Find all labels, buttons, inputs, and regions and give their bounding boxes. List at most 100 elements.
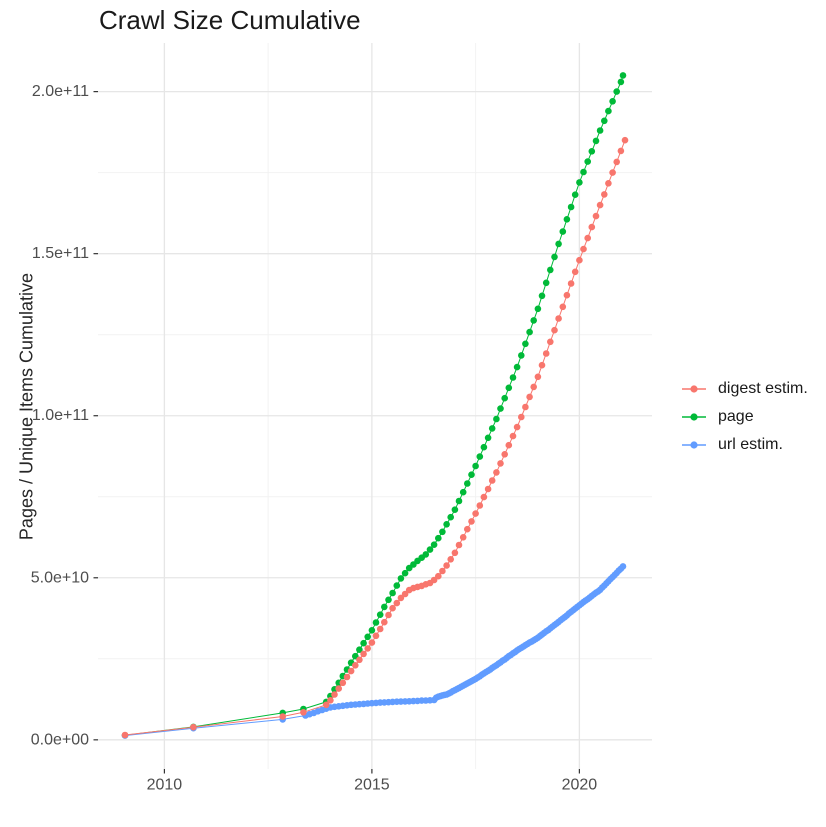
series-digest-estim-point: [596, 201, 604, 209]
series-page-point: [522, 340, 529, 348]
series-page-point: [389, 589, 396, 597]
series-page-point: [447, 513, 455, 521]
series-digest-estim-point: [190, 723, 197, 731]
series-digest-estim-point: [389, 604, 396, 612]
series-page-point: [613, 88, 620, 95]
series-digest-estim-point: [439, 567, 446, 575]
series-digest-estim-point: [605, 180, 612, 187]
series-digest-estim-point: [551, 326, 558, 334]
y-tick-label: 0.0e+00: [31, 731, 89, 748]
series-page-point: [368, 627, 376, 634]
series-digest-estim-point: [451, 549, 459, 557]
x-tick-label: 2020: [562, 776, 598, 793]
series-page-point: [480, 443, 488, 451]
series-page-point: [551, 253, 558, 261]
series-digest-estim-point: [397, 594, 405, 602]
series-digest-estim-point: [393, 599, 401, 607]
series-page-point: [571, 191, 579, 198]
series-page-point: [435, 534, 442, 542]
series-page-point: [468, 471, 475, 479]
series-digest-estim-point: [567, 280, 575, 287]
legend-key-point: [690, 412, 698, 421]
series-digest-estim-point: [580, 245, 587, 253]
series-digest-estim-point: [563, 291, 571, 299]
series-page-point: [459, 488, 467, 496]
series-digest-estim-point: [609, 169, 616, 176]
series-page-point: [364, 633, 372, 641]
series-digest-estim-point: [522, 403, 529, 411]
series-page-point: [439, 528, 446, 536]
series-page-point: [518, 352, 525, 359]
series-digest-estim-point: [542, 350, 550, 357]
series-page-point: [484, 434, 492, 442]
series-digest-estim-point: [530, 383, 537, 391]
chart-title: Crawl Size Cumulative: [99, 5, 361, 35]
series-page-point: [488, 425, 496, 432]
legend-item-url-estim: url estim.: [681, 435, 808, 454]
series-digest-estim-point: [505, 441, 513, 449]
series-page-point: [609, 98, 616, 105]
series-digest-estim-point: [555, 315, 562, 322]
series-page-point: [397, 575, 405, 582]
legend-key-point: [690, 384, 698, 393]
series-page-point: [381, 603, 388, 611]
series-digest-estim-point: [509, 432, 517, 440]
series-digest-estim-point: [484, 485, 492, 493]
series-digest-estim-point: [488, 477, 496, 484]
series-digest-estim-point: [501, 451, 509, 458]
series-page-point: [592, 137, 600, 145]
series-page-point: [497, 405, 504, 412]
series-page-point: [526, 328, 533, 336]
series-page-point: [464, 480, 471, 487]
series-digest-estim-line: [124, 140, 626, 736]
legend-item-label: url estim.: [718, 435, 783, 453]
legend: digest estim. page url estim.: [681, 379, 808, 454]
series-page-point: [472, 462, 479, 470]
series-digest-estim-point: [459, 534, 467, 541]
series-digest-estim-point: [356, 656, 363, 664]
series-digest-estim-point: [343, 673, 351, 681]
x-tick-label: 2010: [147, 776, 183, 793]
series-page-point: [617, 78, 625, 86]
series-digest-estim-point: [497, 460, 504, 467]
series-page-point: [605, 107, 612, 115]
series-digest-estim-point: [300, 709, 307, 716]
series-page-point: [372, 619, 380, 626]
x-tick-label: 2015: [354, 776, 390, 793]
series-digest-estim-point: [376, 625, 384, 633]
series-page-point: [588, 148, 596, 155]
series-digest-estim-point: [480, 493, 488, 501]
series-page-point: [547, 266, 554, 274]
series-page-point: [576, 179, 583, 186]
series-page-point: [555, 240, 562, 248]
series-digest-estim-point: [381, 618, 388, 626]
series-digest-estim-point: [493, 469, 500, 476]
series-digest-estim-point: [613, 158, 620, 166]
series-digest-estim-point: [592, 212, 600, 220]
series-digest-estim-point: [547, 338, 554, 346]
series-page-point: [513, 363, 521, 371]
url-estim-key-icon: [682, 440, 706, 449]
series-digest-estim-point: [121, 731, 129, 739]
series-page-point: [559, 228, 567, 235]
series-digest-estim-point: [401, 590, 409, 598]
legend-item-label: page: [718, 407, 754, 425]
legend-item-page: page: [681, 407, 808, 426]
series-page-point: [563, 216, 571, 223]
series-page-point: [356, 646, 363, 653]
series-page-point: [505, 384, 513, 392]
series-page-point: [534, 305, 542, 313]
y-tick-label: 1.5e+11: [32, 245, 89, 262]
series-page-point: [451, 506, 459, 513]
series-digest-estim-point: [513, 423, 521, 431]
series-digest-estim-point: [430, 576, 438, 584]
series-digest-estim-point: [455, 541, 463, 549]
series-digest-estim-point: [576, 256, 583, 264]
series-digest-estim-point: [476, 502, 484, 509]
series-digest-estim-point: [435, 572, 442, 580]
legend-key-point: [690, 440, 698, 449]
series-digest-estim-point: [331, 691, 338, 698]
series-page-point: [443, 521, 450, 528]
